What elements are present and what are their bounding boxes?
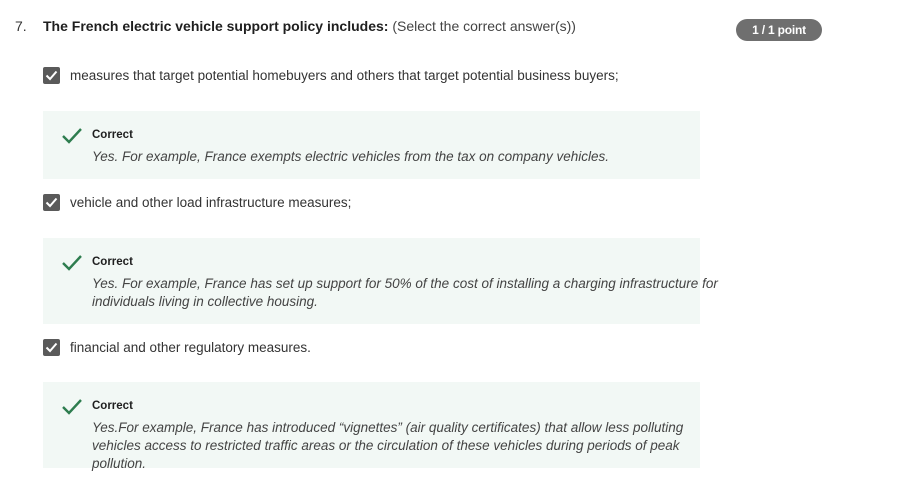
checkmark-icon (62, 399, 82, 415)
points-badge: 1 / 1 point (736, 19, 822, 41)
answer-option-2[interactable]: vehicle and other load infrastructure me… (43, 192, 351, 212)
feedback-explanation: Yes.For example, France has introduced “… (92, 420, 684, 471)
checkbox-checked-icon[interactable] (43, 338, 60, 356)
feedback-verdict: Correct (92, 256, 133, 268)
question-stem: The French electric vehicle support poli… (43, 18, 389, 34)
checkmark-icon (62, 255, 82, 271)
answer-option-3[interactable]: financial and other regulatory measures. (43, 337, 311, 357)
feedback-explanation: Yes. For example, France has set up supp… (92, 276, 718, 309)
question-instruction: (Select the correct answer(s)) (388, 18, 576, 34)
feedback-verdict: Correct (92, 129, 133, 141)
feedback-panel-1: Correct Yes. For example, France exempts… (43, 111, 700, 179)
feedback-explanation: Yes. For example, France exempts electri… (92, 149, 609, 164)
answer-option-label: financial and other regulatory measures. (70, 339, 311, 355)
feedback-verdict: Correct (92, 400, 133, 412)
answer-option-label: vehicle and other load infrastructure me… (70, 194, 352, 210)
checkbox-checked-icon[interactable] (43, 66, 60, 84)
answer-option-label: measures that target potential homebuyer… (70, 67, 619, 83)
feedback-panel-3: Correct Yes.For example, France has intr… (43, 382, 700, 471)
checkmark-icon (62, 128, 82, 144)
answer-option-1[interactable]: measures that target potential homebuyer… (43, 65, 619, 85)
checkbox-checked-icon[interactable] (43, 193, 60, 211)
question-number: 7. (15, 18, 27, 34)
question-text: The French electric vehicle support poli… (43, 18, 576, 34)
feedback-panel-2: Correct Yes. For example, France has set… (43, 238, 718, 324)
